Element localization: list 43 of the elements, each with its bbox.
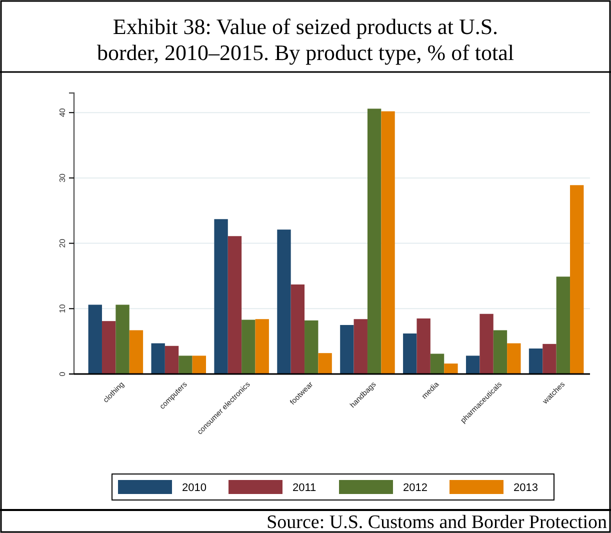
chart-title: Exhibit 38: Value of seized products at U.S. border, 2010–2015. By product type, % of total bbox=[96, 14, 514, 65]
source-note: Source: U.S. Customs and Border Protection bbox=[266, 512, 608, 533]
bar bbox=[507, 343, 521, 374]
bar bbox=[367, 108, 382, 374]
bar bbox=[416, 318, 430, 374]
y-tick-label: 30 bbox=[58, 172, 67, 182]
bar bbox=[116, 304, 130, 374]
legend-label: 2013 bbox=[514, 482, 538, 494]
bar bbox=[318, 353, 332, 374]
bar bbox=[480, 314, 494, 374]
bar bbox=[164, 346, 179, 374]
bar bbox=[255, 319, 269, 374]
bar bbox=[556, 276, 570, 374]
bar bbox=[214, 219, 228, 374]
bar bbox=[277, 230, 291, 374]
bar bbox=[129, 330, 144, 374]
bar bbox=[228, 236, 242, 374]
legend-label: 2010 bbox=[182, 482, 206, 494]
legend-label: 2012 bbox=[403, 482, 428, 494]
bar bbox=[88, 304, 102, 374]
bar bbox=[242, 320, 256, 374]
bar bbox=[178, 356, 192, 374]
bar bbox=[290, 284, 305, 374]
y-tick-label: 10 bbox=[58, 304, 67, 314]
bar bbox=[444, 364, 458, 374]
bar bbox=[493, 330, 508, 374]
bar bbox=[192, 356, 206, 374]
bar bbox=[354, 319, 368, 374]
bar bbox=[151, 343, 165, 374]
y-tick-label: 0 bbox=[58, 371, 67, 376]
bar bbox=[304, 320, 318, 374]
bar bbox=[528, 348, 543, 374]
legend-label: 2011 bbox=[292, 482, 316, 494]
bar bbox=[381, 111, 395, 374]
bar bbox=[466, 356, 480, 374]
bar bbox=[542, 344, 556, 374]
y-tick-label: 20 bbox=[58, 238, 67, 248]
y-tick-label: 40 bbox=[58, 108, 67, 118]
bar bbox=[102, 321, 116, 374]
bar bbox=[430, 354, 444, 374]
bar bbox=[403, 333, 417, 374]
bar bbox=[340, 324, 354, 374]
bar bbox=[570, 185, 584, 374]
